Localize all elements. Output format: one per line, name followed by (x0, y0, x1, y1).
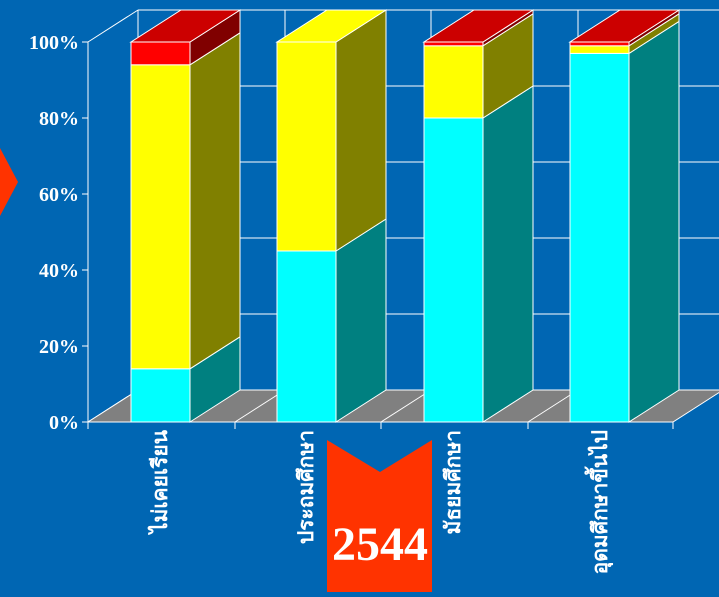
left-wall-top-edge (87, 9, 139, 43)
x-tick-label-1: ประถมศึกษา (294, 430, 318, 544)
bar-stack-3 (568, 9, 681, 423)
bar-segment-0-0 (130, 368, 191, 423)
bar-top-0 (129, 9, 242, 43)
bar-side-1-1 (335, 9, 387, 252)
floor-divider-1 (380, 389, 432, 423)
x-tick-label-2: มัธยมศึกษา (441, 430, 465, 535)
bar-side-0-1 (189, 31, 241, 370)
left-arrow-decoration (0, 148, 18, 216)
x-tick-label-0: ไม่เคยเรียน (147, 429, 172, 535)
bar-segment-2-1 (423, 45, 484, 119)
chart-bars (129, 9, 681, 423)
bar-segment-0-1 (130, 64, 191, 370)
bar-stack-1 (275, 9, 388, 423)
bar-stack-2 (422, 9, 535, 423)
bar-top-1 (275, 9, 388, 43)
year-badge-label: 2544 (332, 518, 428, 571)
bar-segment-3-2 (569, 41, 630, 47)
bar-segment-2-2 (423, 41, 484, 47)
y-tick-label-3: 60% (39, 184, 79, 206)
y-tick-label-0: 0% (49, 412, 79, 434)
x-tick-label-3: อุดมศึกษาขึ้นไป (584, 430, 614, 574)
bar-top-3 (568, 9, 681, 43)
y-tick-label-1: 20% (39, 336, 79, 358)
y-axis: 0% 20% 40% 60% 80% 100% (29, 32, 673, 434)
bar-segment-3-1 (569, 45, 630, 54)
bar-stack-0 (129, 9, 242, 423)
y-tick-label-2: 40% (39, 260, 79, 282)
year-badge-shape (327, 440, 432, 592)
bar-segment-2-0 (423, 117, 484, 423)
year-badge: 2544 (327, 440, 432, 592)
bar-segment-3-0 (569, 52, 630, 423)
bar-side-2-0 (482, 85, 534, 423)
bar-side-3-0 (628, 20, 680, 423)
bar-segment-1-0 (276, 250, 337, 423)
bar-segment-1-1 (276, 41, 337, 252)
bar-side-1-0 (335, 218, 387, 423)
bar-segment-0-2 (130, 41, 191, 66)
y-tick-label-5: 100% (29, 32, 79, 54)
y-tick-label-4: 80% (39, 108, 79, 130)
bar-top-2 (422, 9, 535, 43)
x-axis: ไม่เคยเรียน ประถมศึกษา มัธยมศึกษา อุดมศึกษา… (87, 422, 674, 574)
